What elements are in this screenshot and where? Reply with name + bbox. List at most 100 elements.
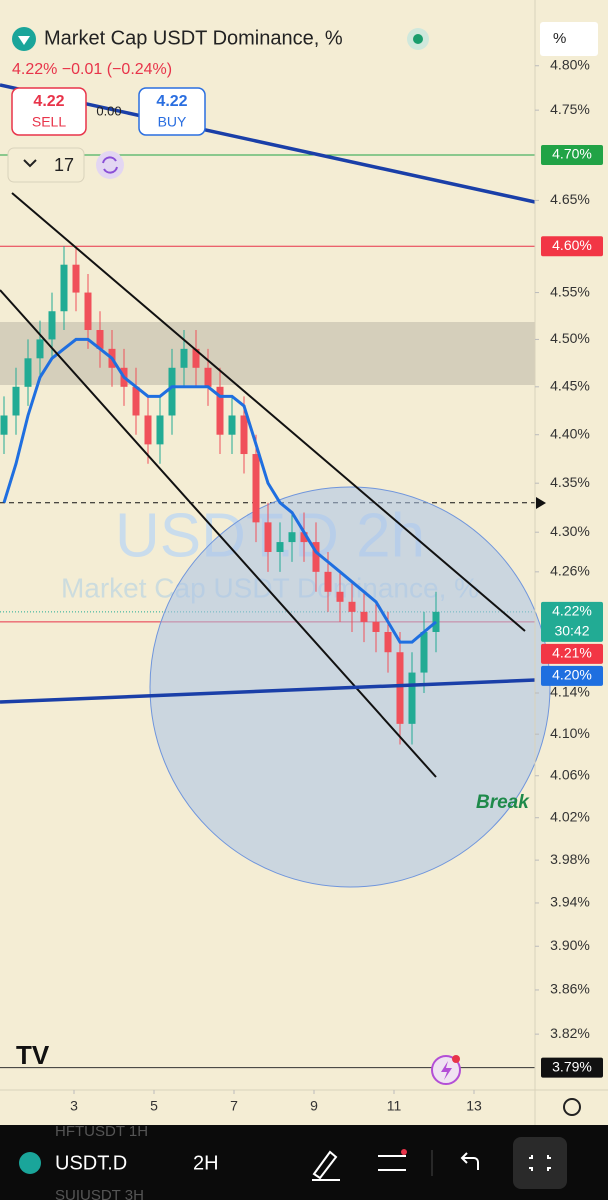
y-tick-label: 4.35% xyxy=(550,474,590,490)
candle-body xyxy=(0,415,8,435)
y-tick-label: 3.82% xyxy=(550,1025,590,1041)
candle-body xyxy=(84,292,92,331)
buy-button[interactable] xyxy=(138,87,206,136)
candle-body xyxy=(132,386,140,416)
candle-body xyxy=(48,311,56,340)
y-tick-label: 4.65% xyxy=(550,191,590,207)
candle-body xyxy=(72,264,80,293)
candle-body xyxy=(300,532,308,543)
fullscreen-button[interactable] xyxy=(513,1137,567,1189)
chevron xyxy=(23,159,37,168)
title: Market Cap USDT Dominance, % xyxy=(44,27,343,49)
axis: 4.80% 4.75% 4.65% 4.55% 4.50% 4.45% 4.40% 4.35%… xyxy=(70,56,603,1114)
candle-body xyxy=(180,348,188,368)
candle-body xyxy=(408,672,416,724)
scale-unit: % xyxy=(553,30,566,47)
tv-logo: TV xyxy=(16,1040,50,1070)
trendline-upper xyxy=(0,83,536,204)
candle-body xyxy=(396,652,404,724)
buy-price: 4.22 xyxy=(156,93,187,110)
price-tag xyxy=(541,665,603,686)
candle-body xyxy=(12,386,20,416)
refresh-icon xyxy=(102,156,118,174)
draw-tool[interactable] xyxy=(312,1150,340,1181)
price-change: 4.22% −0.01 (−0.24%) xyxy=(12,61,172,78)
toolbar-interval[interactable]: 2H xyxy=(193,1152,219,1174)
y-tick-label: 4.80% xyxy=(550,56,590,72)
y-tick-label: 3.86% xyxy=(550,981,590,997)
candle-body xyxy=(420,631,428,673)
candle-body xyxy=(192,348,200,368)
price-tag-label: 3.79% xyxy=(552,1058,592,1074)
candle-body xyxy=(264,522,272,552)
alert-icon xyxy=(441,1061,452,1080)
y-tick-label: 4.06% xyxy=(550,766,590,782)
moving-average xyxy=(2,337,437,644)
scale-mode-button[interactable] xyxy=(540,22,598,56)
indicators-badge xyxy=(401,1149,407,1155)
toolbar-logo xyxy=(19,1152,41,1174)
candle-body xyxy=(324,571,332,592)
candle-body xyxy=(204,367,212,387)
price-tag xyxy=(541,236,603,257)
fullscreen-icon xyxy=(529,1155,551,1171)
y-tick-label: 4.26% xyxy=(550,563,590,579)
candle-body xyxy=(360,611,368,622)
alert-badge xyxy=(452,1055,460,1063)
y-tick-label: 4.10% xyxy=(550,725,590,741)
y-tick-label: 4.30% xyxy=(550,523,590,539)
candle-body xyxy=(276,542,284,552)
refresh-button[interactable] xyxy=(96,151,124,179)
candle-body xyxy=(228,415,236,435)
watchlist-item: SUIUSDT 3H xyxy=(55,1187,144,1200)
price-tag-label: 4.60% xyxy=(552,237,592,253)
y-tick-label: 4.45% xyxy=(550,378,590,394)
channel-bottom xyxy=(0,289,437,778)
candle-body xyxy=(288,532,296,543)
symbol-logo-mark xyxy=(18,36,30,45)
status-dot xyxy=(413,34,423,44)
x-tick-label: 7 xyxy=(230,1098,238,1114)
candle-body xyxy=(312,542,320,572)
toolbar-symbol[interactable]: USDT.D xyxy=(55,1152,127,1174)
candle-body xyxy=(216,386,224,435)
indicator-count: 17 xyxy=(54,155,74,175)
y-tick-label: 3.90% xyxy=(550,937,590,953)
candle-body xyxy=(252,454,260,523)
buy-label: BUY xyxy=(158,114,187,130)
candle-body xyxy=(384,631,392,653)
toolbar xyxy=(0,1125,608,1200)
candle-body xyxy=(156,415,164,445)
sell-button[interactable] xyxy=(11,87,87,136)
x-tick-label: 13 xyxy=(466,1098,482,1114)
annotation: Break xyxy=(476,792,530,813)
candle-body xyxy=(60,264,68,312)
y-tick-label: 4.55% xyxy=(550,283,590,299)
settings-button[interactable] xyxy=(563,1098,581,1116)
candle-body xyxy=(336,591,344,602)
y-tick-label: 4.02% xyxy=(550,808,590,824)
candle-body xyxy=(348,601,356,612)
price-tag-label: 4.21% xyxy=(552,645,592,661)
undo-button[interactable] xyxy=(460,1152,479,1170)
price-tag xyxy=(541,601,603,642)
y-tick-label: 4.14% xyxy=(550,684,590,700)
spread: 0.00 xyxy=(96,103,121,118)
y-tick-label: 4.75% xyxy=(550,101,590,117)
price-tag-label: 4.22% xyxy=(552,603,592,619)
candle-body xyxy=(372,621,380,632)
candle-body xyxy=(96,330,104,349)
indicator-toggle[interactable] xyxy=(7,147,85,183)
indicators-tool[interactable] xyxy=(378,1155,406,1171)
cursor-marker xyxy=(536,497,546,509)
candle-body xyxy=(36,339,44,359)
candle-body xyxy=(144,415,152,445)
resistance-zone xyxy=(0,322,535,385)
price-tag xyxy=(541,1057,603,1078)
sell-price: 4.22 xyxy=(33,93,64,110)
x-tick-label: 3 xyxy=(70,1098,78,1114)
y-tick-label: 3.94% xyxy=(550,894,590,910)
candle-body xyxy=(168,367,176,416)
